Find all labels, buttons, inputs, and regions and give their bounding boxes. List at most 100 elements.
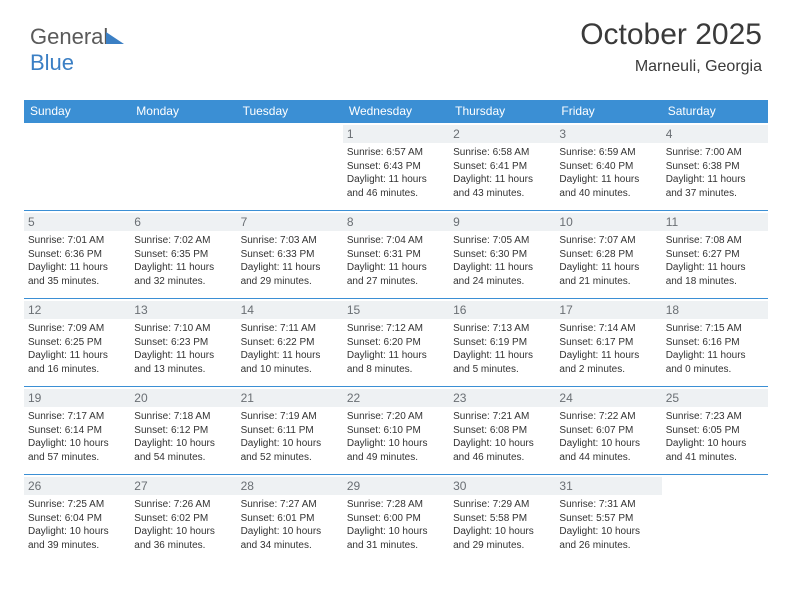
- day-number: 29: [343, 477, 449, 495]
- day-info: Sunrise: 7:27 AMSunset: 6:01 PMDaylight:…: [241, 498, 339, 552]
- calendar-cell: 25 Sunrise: 7:23 AMSunset: 6:05 PMDayligh…: [662, 387, 768, 475]
- day-number: 14: [237, 301, 343, 319]
- calendar-cell: 20Sunrise: 7:18 AMSunset: 6:12 PMDayligh…: [130, 387, 236, 475]
- day-info: Sunrise: 7:29 AMSunset: 5:58 PMDaylight:…: [453, 498, 551, 552]
- weekday-header: Saturday: [662, 100, 768, 123]
- day-number: 1: [343, 125, 449, 143]
- day-number: 23: [449, 389, 555, 407]
- day-number: 31: [555, 477, 661, 495]
- day-number: 12: [24, 301, 130, 319]
- calendar-cell: 4 Sunrise: 7:00 AMSunset: 6:38 PMDaylight…: [662, 123, 768, 211]
- weekday-header: Sunday: [24, 100, 130, 123]
- day-number: 18: [662, 301, 768, 319]
- calendar-cell: 14 Sunrise: 7:11 AMSunset: 6:22 PMDayligh…: [237, 299, 343, 387]
- day-info: Sunrise: 7:21 AMSunset: 6:08 PMDaylight:…: [453, 410, 551, 464]
- day-number: 17: [555, 301, 661, 319]
- calendar-cell: 18 Sunrise: 7:15 AMSunset: 6:16 PMDayligh…: [662, 299, 768, 387]
- weekday-header-row: SundayMondayTuesdayWednesdayThursdayFrid…: [24, 100, 768, 123]
- calendar-row: 26 Sunrise: 7:25 AMSunset: 6:04 PMDayligh…: [24, 475, 768, 563]
- day-info: Sunrise: 7:02 AMSunset: 6:35 PMDaylight:…: [134, 234, 232, 288]
- day-info: Sunrise: 7:15 AMSunset: 6:16 PMDaylight:…: [666, 322, 764, 376]
- day-number: 3: [555, 125, 661, 143]
- day-info: Sunrise: 7:22 AMSunset: 6:07 PMDaylight:…: [559, 410, 657, 464]
- calendar-cell: 11Sunrise: 7:08 AMSunset: 6:27 PMDayligh…: [662, 211, 768, 299]
- weekday-header: Thursday: [449, 100, 555, 123]
- day-info: Sunrise: 7:04 AMSunset: 6:31 PMDaylight:…: [347, 234, 445, 288]
- calendar-cell-empty: [24, 123, 130, 211]
- calendar-row: 19 Sunrise: 7:17 AMSunset: 6:14 PMDayligh…: [24, 387, 768, 475]
- month-title: October 2025: [580, 18, 762, 52]
- day-number: 11: [662, 213, 768, 231]
- calendar-cell: 16Sunrise: 7:13 AMSunset: 6:19 PMDayligh…: [449, 299, 555, 387]
- day-number: 21: [237, 389, 343, 407]
- day-info: Sunrise: 7:28 AMSunset: 6:00 PMDaylight:…: [347, 498, 445, 552]
- day-info: Sunrise: 7:25 AMSunset: 6:04 PMDaylight:…: [28, 498, 126, 552]
- day-number: 27: [130, 477, 236, 495]
- weekday-header: Monday: [130, 100, 236, 123]
- day-info: Sunrise: 7:12 AMSunset: 6:20 PMDaylight:…: [347, 322, 445, 376]
- day-number: 30: [449, 477, 555, 495]
- calendar-cell: 31Sunrise: 7:31 AMSunset: 5:57 PMDayligh…: [555, 475, 661, 563]
- day-number: 2: [449, 125, 555, 143]
- day-info: Sunrise: 7:00 AMSunset: 6:38 PMDaylight:…: [666, 146, 764, 200]
- day-info: Sunrise: 7:03 AMSunset: 6:33 PMDaylight:…: [241, 234, 339, 288]
- day-number: 8: [343, 213, 449, 231]
- calendar-cell: 24Sunrise: 7:22 AMSunset: 6:07 PMDayligh…: [555, 387, 661, 475]
- calendar-cell: 28 Sunrise: 7:27 AMSunset: 6:01 PMDayligh…: [237, 475, 343, 563]
- day-info: Sunrise: 7:23 AMSunset: 6:05 PMDaylight:…: [666, 410, 764, 464]
- logo: General Blue: [30, 24, 124, 76]
- day-info: Sunrise: 7:01 AMSunset: 6:36 PMDaylight:…: [28, 234, 126, 288]
- calendar-cell: 2Sunrise: 6:58 AMSunset: 6:41 PMDaylight…: [449, 123, 555, 211]
- calendar-cell: 8 Sunrise: 7:04 AMSunset: 6:31 PMDaylight…: [343, 211, 449, 299]
- calendar-body: 1 Sunrise: 6:57 AMSunset: 6:43 PMDaylight…: [24, 123, 768, 563]
- day-info: Sunrise: 7:07 AMSunset: 6:28 PMDaylight:…: [559, 234, 657, 288]
- day-info: Sunrise: 7:14 AMSunset: 6:17 PMDaylight:…: [559, 322, 657, 376]
- day-info: Sunrise: 6:57 AMSunset: 6:43 PMDaylight:…: [347, 146, 445, 200]
- calendar-cell: 12 Sunrise: 7:09 AMSunset: 6:25 PMDayligh…: [24, 299, 130, 387]
- calendar-row: 5 Sunrise: 7:01 AMSunset: 6:36 PMDaylight…: [24, 211, 768, 299]
- day-number: 7: [237, 213, 343, 231]
- calendar-cell: 29 Sunrise: 7:28 AMSunset: 6:00 PMDayligh…: [343, 475, 449, 563]
- day-info: Sunrise: 7:09 AMSunset: 6:25 PMDaylight:…: [28, 322, 126, 376]
- day-number: 26: [24, 477, 130, 495]
- calendar-cell-empty: [237, 123, 343, 211]
- calendar-table: SundayMondayTuesdayWednesdayThursdayFrid…: [24, 100, 768, 563]
- day-number: 25: [662, 389, 768, 407]
- day-info: Sunrise: 7:17 AMSunset: 6:14 PMDaylight:…: [28, 410, 126, 464]
- day-info: Sunrise: 7:26 AMSunset: 6:02 PMDaylight:…: [134, 498, 232, 552]
- day-number: 9: [449, 213, 555, 231]
- day-number: 22: [343, 389, 449, 407]
- calendar-cell: 9Sunrise: 7:05 AMSunset: 6:30 PMDaylight…: [449, 211, 555, 299]
- calendar-cell: 30 Sunrise: 7:29 AMSunset: 5:58 PMDayligh…: [449, 475, 555, 563]
- calendar-cell: 27 Sunrise: 7:26 AMSunset: 6:02 PMDayligh…: [130, 475, 236, 563]
- day-info: Sunrise: 7:10 AMSunset: 6:23 PMDaylight:…: [134, 322, 232, 376]
- weekday-header: Friday: [555, 100, 661, 123]
- weekday-header: Tuesday: [237, 100, 343, 123]
- day-number: 4: [662, 125, 768, 143]
- day-info: Sunrise: 7:13 AMSunset: 6:19 PMDaylight:…: [453, 322, 551, 376]
- day-number: 10: [555, 213, 661, 231]
- calendar-cell: 26 Sunrise: 7:25 AMSunset: 6:04 PMDayligh…: [24, 475, 130, 563]
- day-number: 28: [237, 477, 343, 495]
- calendar-row: 1 Sunrise: 6:57 AMSunset: 6:43 PMDaylight…: [24, 123, 768, 211]
- calendar-cell: 15Sunrise: 7:12 AMSunset: 6:20 PMDayligh…: [343, 299, 449, 387]
- calendar-cell-empty: [130, 123, 236, 211]
- day-number: 20: [130, 389, 236, 407]
- calendar-cell: 23 Sunrise: 7:21 AMSunset: 6:08 PMDayligh…: [449, 387, 555, 475]
- day-number: 13: [130, 301, 236, 319]
- logo-triangle-icon: [106, 32, 124, 44]
- day-number: 6: [130, 213, 236, 231]
- calendar-cell: 7 Sunrise: 7:03 AMSunset: 6:33 PMDaylight…: [237, 211, 343, 299]
- calendar-cell-empty: [662, 475, 768, 563]
- calendar-cell: 10 Sunrise: 7:07 AMSunset: 6:28 PMDayligh…: [555, 211, 661, 299]
- calendar-cell: 17 Sunrise: 7:14 AMSunset: 6:17 PMDayligh…: [555, 299, 661, 387]
- day-info: Sunrise: 7:19 AMSunset: 6:11 PMDaylight:…: [241, 410, 339, 464]
- day-info: Sunrise: 6:59 AMSunset: 6:40 PMDaylight:…: [559, 146, 657, 200]
- calendar-row: 12 Sunrise: 7:09 AMSunset: 6:25 PMDayligh…: [24, 299, 768, 387]
- weekday-header: Wednesday: [343, 100, 449, 123]
- day-number: 5: [24, 213, 130, 231]
- day-info: Sunrise: 7:11 AMSunset: 6:22 PMDaylight:…: [241, 322, 339, 376]
- calendar-cell: 22Sunrise: 7:20 AMSunset: 6:10 PMDayligh…: [343, 387, 449, 475]
- day-number: 19: [24, 389, 130, 407]
- location: Marneuli, Georgia: [580, 58, 762, 76]
